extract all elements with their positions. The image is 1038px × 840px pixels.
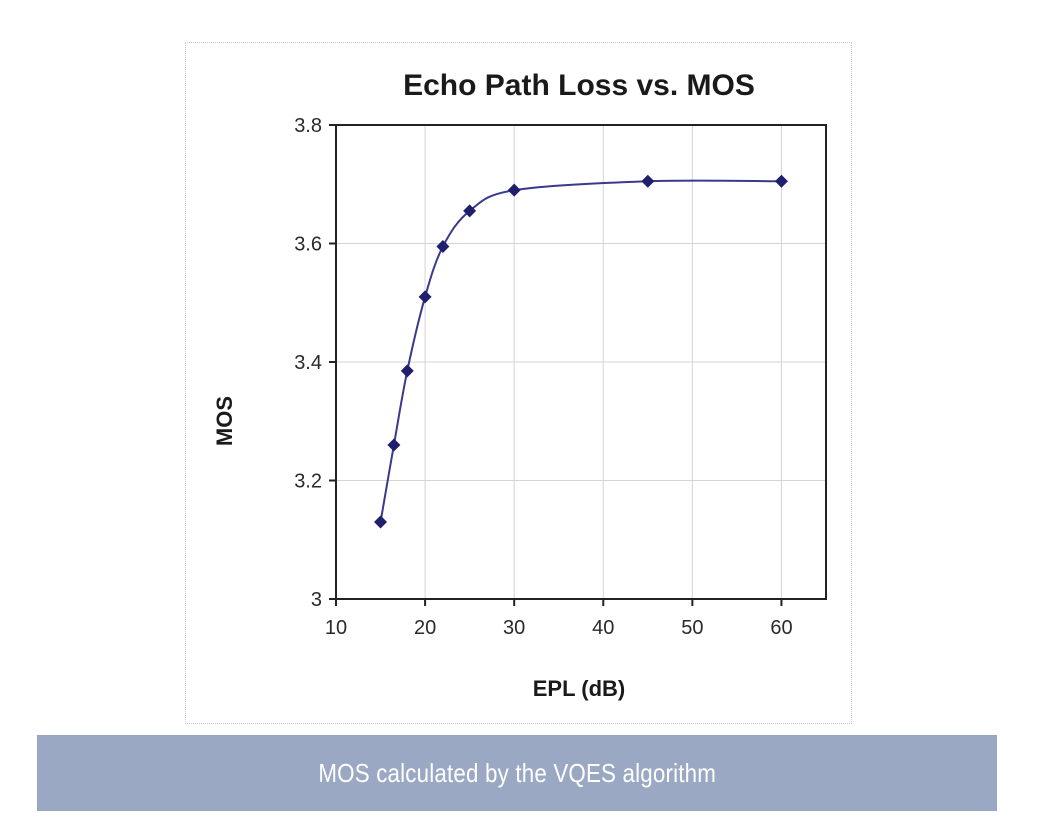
x-tick-label: 60 bbox=[770, 617, 792, 639]
caption-bar: MOS calculated by the VQES algorithm bbox=[37, 735, 997, 811]
data-point-marker bbox=[507, 183, 521, 197]
x-tick-label: 50 bbox=[681, 617, 703, 639]
y-tick-label: 3.8 bbox=[294, 115, 322, 137]
data-point-marker bbox=[774, 174, 788, 188]
data-point-marker bbox=[436, 239, 450, 253]
data-point-marker bbox=[387, 438, 401, 452]
series-layer bbox=[374, 174, 788, 529]
x-tick-label: 20 bbox=[414, 617, 436, 639]
x-axis-label: EPL (dB) bbox=[533, 676, 625, 701]
y-tick-label: 3.6 bbox=[294, 234, 322, 256]
data-point-marker bbox=[374, 515, 388, 529]
series-line bbox=[379, 179, 782, 523]
ticks-layer: 10 20 30 40 50 60 3 3.2 3.4 3.6 3.8 bbox=[294, 115, 792, 639]
data-point-marker bbox=[418, 290, 432, 304]
data-point-marker bbox=[463, 204, 477, 218]
caption-text: MOS calculated by the VQES algorithm bbox=[318, 757, 716, 788]
chart-title: Echo Path Loss vs. MOS bbox=[403, 69, 755, 102]
x-tick-label: 30 bbox=[503, 617, 525, 639]
y-tick-label: 3.2 bbox=[294, 471, 322, 493]
y-tick-label: 3.4 bbox=[294, 352, 322, 374]
x-tick-label: 40 bbox=[592, 617, 614, 639]
chart-panel: Echo Path Loss vs. MOS 10 20 30 40 50 60 3 3.2 3… bbox=[185, 42, 852, 724]
y-axis-label: MOS bbox=[212, 396, 237, 446]
data-point-marker bbox=[400, 364, 414, 378]
chart-svg: Echo Path Loss vs. MOS 10 20 30 40 50 60 3 3.2 3… bbox=[212, 69, 827, 701]
y-tick-label: 3 bbox=[311, 589, 322, 611]
x-tick-label: 10 bbox=[325, 617, 347, 639]
data-point-marker bbox=[641, 174, 655, 188]
grid-layer bbox=[336, 125, 826, 599]
